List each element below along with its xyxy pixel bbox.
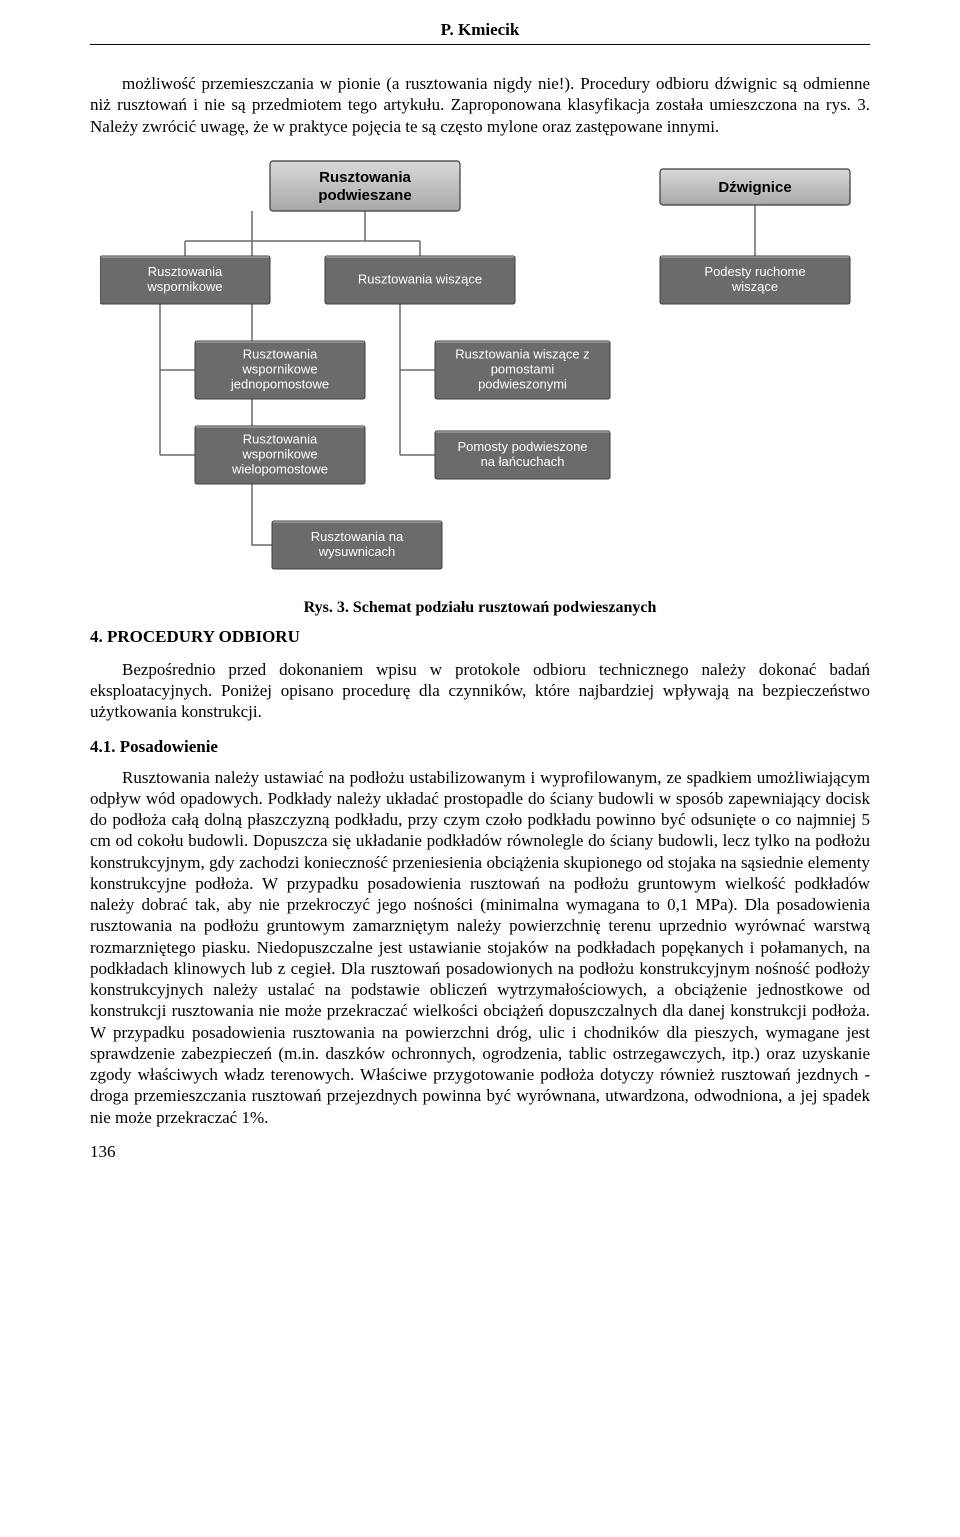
svg-text:Rusztowania: Rusztowania	[148, 264, 223, 279]
svg-text:Podesty ruchome: Podesty ruchome	[704, 264, 805, 279]
svg-text:Rusztowania: Rusztowania	[243, 431, 318, 446]
page-number: 136	[90, 1142, 870, 1162]
tree-diagram: RusztowaniapodwieszaneDźwigniceRusztowan…	[90, 151, 870, 581]
subsection-41-heading: 4.1. Posadowienie	[90, 737, 870, 757]
section-4-num: 4.	[90, 627, 103, 646]
svg-text:podwieszonymi: podwieszonymi	[478, 376, 567, 391]
svg-text:wysuwnicach: wysuwnicach	[318, 544, 396, 559]
svg-text:Rusztowania na: Rusztowania na	[311, 529, 404, 544]
svg-text:wspornikowe: wspornikowe	[146, 279, 222, 294]
header-rule	[90, 44, 870, 45]
svg-text:wspornikowe: wspornikowe	[241, 361, 317, 376]
figure-caption: Rys. 3. Schemat podziału rusztowań podwi…	[90, 599, 870, 617]
svg-text:Rusztowania: Rusztowania	[319, 169, 411, 186]
svg-text:Pomosty podwieszone: Pomosty podwieszone	[457, 439, 587, 454]
section-4-title: PROCEDURY ODBIORU	[107, 627, 300, 646]
section-4-para: Bezpośrednio przed dokonaniem wpisu w pr…	[90, 659, 870, 723]
section-4-heading: 4. PROCEDURY ODBIORU	[90, 627, 870, 647]
svg-text:Dźwignice: Dźwignice	[718, 179, 791, 196]
subsection-41-num: 4.1.	[90, 737, 116, 756]
svg-text:wiszące: wiszące	[731, 279, 778, 294]
svg-text:podwieszane: podwieszane	[318, 187, 411, 204]
subsection-41-title: Posadowienie	[120, 737, 218, 756]
svg-text:Rusztowania wiszące z: Rusztowania wiszące z	[455, 346, 589, 361]
intro-paragraph: możliwość przemieszczania w pionie (a ru…	[90, 73, 870, 137]
svg-text:wielopomostowe: wielopomostowe	[231, 461, 328, 476]
svg-text:wspornikowe: wspornikowe	[241, 446, 317, 461]
svg-text:na łańcuchach: na łańcuchach	[481, 454, 565, 469]
svg-text:Rusztowania: Rusztowania	[243, 346, 318, 361]
subsection-41-para: Rusztowania należy ustawiać na podłożu u…	[90, 767, 870, 1128]
svg-text:Rusztowania wiszące: Rusztowania wiszące	[358, 271, 482, 286]
svg-text:jednopomostowe: jednopomostowe	[230, 376, 329, 391]
page-author: P. Kmiecik	[90, 20, 870, 40]
svg-text:pomostami: pomostami	[491, 361, 555, 376]
